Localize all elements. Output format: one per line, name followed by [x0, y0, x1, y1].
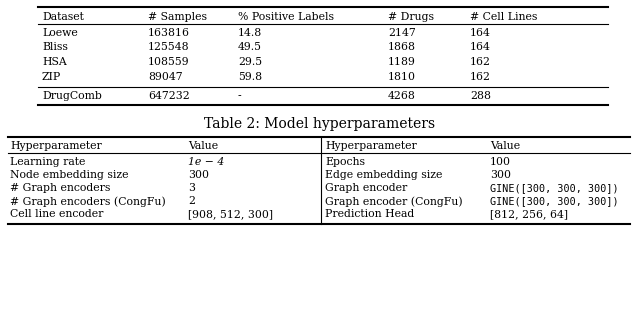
Text: GINE([300, 300, 300]): GINE([300, 300, 300])	[490, 183, 619, 193]
Text: 2147: 2147	[388, 28, 416, 38]
Text: 49.5: 49.5	[238, 43, 262, 53]
Text: Node embedding size: Node embedding size	[10, 170, 129, 180]
Text: HSA: HSA	[42, 57, 67, 67]
Text: 1e − 4: 1e − 4	[188, 157, 224, 167]
Text: % Positive Labels: % Positive Labels	[238, 12, 334, 22]
Text: Edge embedding size: Edge embedding size	[325, 170, 442, 180]
Text: Cell line encoder: Cell line encoder	[10, 209, 104, 219]
Text: 162: 162	[470, 71, 491, 81]
Text: 108559: 108559	[148, 57, 189, 67]
Text: -: -	[238, 91, 242, 101]
Text: 300: 300	[490, 170, 511, 180]
Text: 59.8: 59.8	[238, 71, 262, 81]
Text: # Graph encoders (CongFu): # Graph encoders (CongFu)	[10, 196, 166, 207]
Text: 3: 3	[188, 183, 195, 193]
Text: 14.8: 14.8	[238, 28, 262, 38]
Text: Learning rate: Learning rate	[10, 157, 85, 167]
Text: Graph encoder (CongFu): Graph encoder (CongFu)	[325, 196, 463, 207]
Text: 2: 2	[188, 196, 195, 206]
Text: Bliss: Bliss	[42, 43, 68, 53]
Text: # Cell Lines: # Cell Lines	[470, 12, 538, 22]
Text: 288: 288	[470, 91, 491, 101]
Text: Value: Value	[188, 141, 218, 151]
Text: 164: 164	[470, 28, 491, 38]
Text: Value: Value	[490, 141, 520, 151]
Text: [812, 256, 64]: [812, 256, 64]	[490, 209, 568, 219]
Text: 1189: 1189	[388, 57, 416, 67]
Text: DrugComb: DrugComb	[42, 91, 102, 101]
Text: [908, 512, 300]: [908, 512, 300]	[188, 209, 273, 219]
Text: Table 2: Model hyperparameters: Table 2: Model hyperparameters	[204, 117, 436, 131]
Text: 4268: 4268	[388, 91, 416, 101]
Text: 125548: 125548	[148, 43, 189, 53]
Text: 89047: 89047	[148, 71, 182, 81]
Text: Prediction Head: Prediction Head	[325, 209, 414, 219]
Text: Dataset: Dataset	[42, 12, 84, 22]
Text: 164: 164	[470, 43, 491, 53]
Text: ZIP: ZIP	[42, 71, 61, 81]
Text: Graph encoder: Graph encoder	[325, 183, 407, 193]
Text: # Drugs: # Drugs	[388, 12, 434, 22]
Text: 29.5: 29.5	[238, 57, 262, 67]
Text: 162: 162	[470, 57, 491, 67]
Text: 100: 100	[490, 157, 511, 167]
Text: # Graph encoders: # Graph encoders	[10, 183, 110, 193]
Text: Hyperparameter: Hyperparameter	[10, 141, 102, 151]
Text: GINE([300, 300, 300]): GINE([300, 300, 300])	[490, 196, 619, 206]
Text: 300: 300	[188, 170, 209, 180]
Text: 1868: 1868	[388, 43, 416, 53]
Text: Hyperparameter: Hyperparameter	[325, 141, 417, 151]
Text: 163816: 163816	[148, 28, 190, 38]
Text: # Samples: # Samples	[148, 12, 207, 22]
Text: 1810: 1810	[388, 71, 416, 81]
Text: 647232: 647232	[148, 91, 189, 101]
Text: Loewe: Loewe	[42, 28, 77, 38]
Text: Epochs: Epochs	[325, 157, 365, 167]
